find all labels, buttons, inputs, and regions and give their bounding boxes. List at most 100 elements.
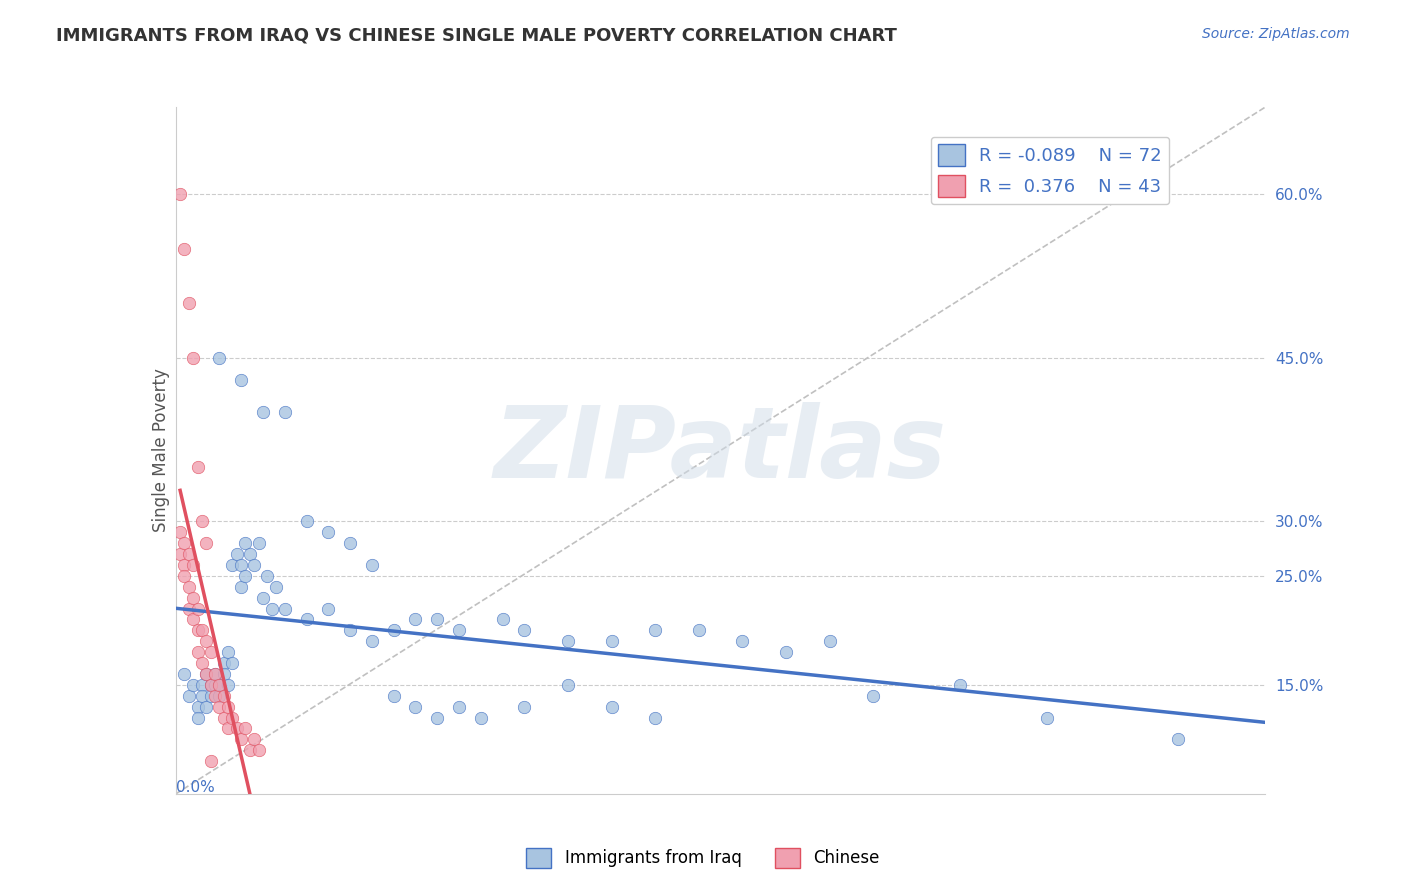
- Point: [208, 699, 231, 714]
- Point: [318, 601, 340, 615]
- Point: [239, 743, 262, 757]
- Point: [186, 624, 209, 638]
- Point: [731, 634, 754, 648]
- Point: [221, 558, 243, 572]
- Point: [247, 743, 270, 757]
- Point: [177, 689, 200, 703]
- Point: [235, 569, 257, 583]
- Point: [470, 710, 492, 724]
- Point: [200, 754, 222, 768]
- Point: [221, 656, 243, 670]
- Point: [600, 699, 623, 714]
- Point: [208, 689, 231, 703]
- Point: [191, 678, 214, 692]
- Point: [217, 722, 239, 736]
- Point: [221, 710, 243, 724]
- Point: [426, 710, 449, 724]
- Point: [191, 689, 214, 703]
- Point: [217, 645, 239, 659]
- Point: [186, 645, 209, 659]
- Point: [212, 667, 235, 681]
- Point: [239, 547, 262, 561]
- Point: [243, 732, 266, 747]
- Point: [260, 601, 283, 615]
- Point: [862, 689, 884, 703]
- Point: [204, 678, 226, 692]
- Point: [200, 678, 222, 692]
- Point: [208, 678, 231, 692]
- Point: [557, 678, 579, 692]
- Point: [339, 536, 361, 550]
- Text: 0.0%: 0.0%: [176, 780, 215, 795]
- Point: [181, 558, 204, 572]
- Point: [231, 558, 253, 572]
- Point: [191, 624, 214, 638]
- Point: [1036, 710, 1059, 724]
- Point: [200, 678, 222, 692]
- Point: [195, 667, 218, 681]
- Point: [492, 612, 515, 626]
- Point: [204, 689, 226, 703]
- Point: [212, 689, 235, 703]
- Text: IMMIGRANTS FROM IRAQ VS CHINESE SINGLE MALE POVERTY CORRELATION CHART: IMMIGRANTS FROM IRAQ VS CHINESE SINGLE M…: [56, 27, 897, 45]
- Point: [181, 591, 204, 605]
- Point: [177, 580, 200, 594]
- Point: [169, 525, 191, 540]
- Point: [169, 547, 191, 561]
- Point: [173, 569, 195, 583]
- Point: [200, 689, 222, 703]
- Point: [195, 699, 218, 714]
- Point: [173, 558, 195, 572]
- Point: [231, 732, 253, 747]
- Point: [688, 624, 710, 638]
- Point: [186, 601, 209, 615]
- Legend: Immigrants from Iraq, Chinese: Immigrants from Iraq, Chinese: [520, 841, 886, 875]
- Point: [247, 536, 270, 550]
- Point: [177, 601, 200, 615]
- Point: [775, 645, 797, 659]
- Point: [231, 373, 253, 387]
- Point: [274, 601, 297, 615]
- Point: [295, 612, 318, 626]
- Point: [212, 656, 235, 670]
- Point: [191, 514, 214, 528]
- Point: [195, 634, 218, 648]
- Point: [426, 612, 449, 626]
- Point: [181, 678, 204, 692]
- Point: [447, 699, 470, 714]
- Point: [264, 580, 287, 594]
- Point: [600, 634, 623, 648]
- Point: [191, 656, 214, 670]
- Point: [204, 667, 226, 681]
- Point: [513, 624, 536, 638]
- Point: [949, 678, 972, 692]
- Point: [339, 624, 361, 638]
- Point: [177, 296, 200, 310]
- Point: [818, 634, 841, 648]
- Point: [173, 667, 195, 681]
- Point: [382, 689, 405, 703]
- Point: [252, 591, 274, 605]
- Point: [186, 459, 209, 474]
- Point: [181, 351, 204, 365]
- Point: [212, 710, 235, 724]
- Point: [360, 634, 382, 648]
- Point: [274, 405, 297, 419]
- Point: [295, 514, 318, 528]
- Point: [405, 612, 427, 626]
- Text: ZIPatlas: ZIPatlas: [494, 402, 948, 499]
- Point: [231, 580, 253, 594]
- Point: [173, 242, 195, 256]
- Point: [235, 722, 257, 736]
- Point: [208, 678, 231, 692]
- Point: [195, 536, 218, 550]
- Point: [177, 547, 200, 561]
- Point: [1167, 732, 1189, 747]
- Point: [318, 525, 340, 540]
- Point: [256, 569, 278, 583]
- Point: [243, 558, 266, 572]
- Point: [186, 699, 209, 714]
- Point: [513, 699, 536, 714]
- Point: [217, 678, 239, 692]
- Point: [204, 667, 226, 681]
